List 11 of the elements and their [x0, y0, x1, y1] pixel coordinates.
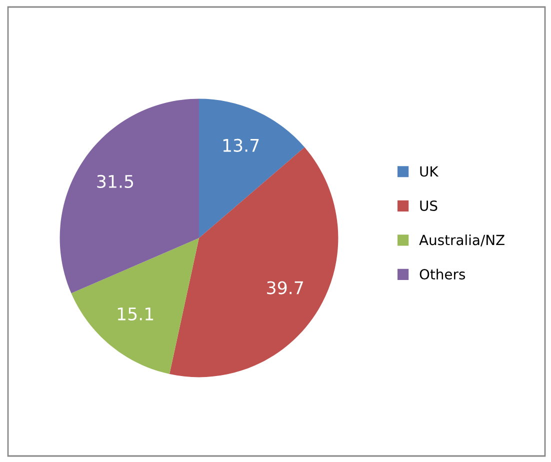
legend-label: Others [420, 268, 466, 280]
pie-slice [60, 98, 199, 294]
pie-slice [71, 238, 199, 374]
legend-label: US [420, 200, 438, 211]
data-label: 15.1 [118, 308, 154, 320]
data-label: 39.7 [267, 281, 303, 294]
legend-label: Australia/NZ [419, 234, 504, 246]
legend-label: UK [420, 166, 439, 177]
data-label: 13.7 [223, 138, 259, 152]
pie-slice [199, 98, 305, 238]
data-label: 31.5 [97, 174, 134, 188]
